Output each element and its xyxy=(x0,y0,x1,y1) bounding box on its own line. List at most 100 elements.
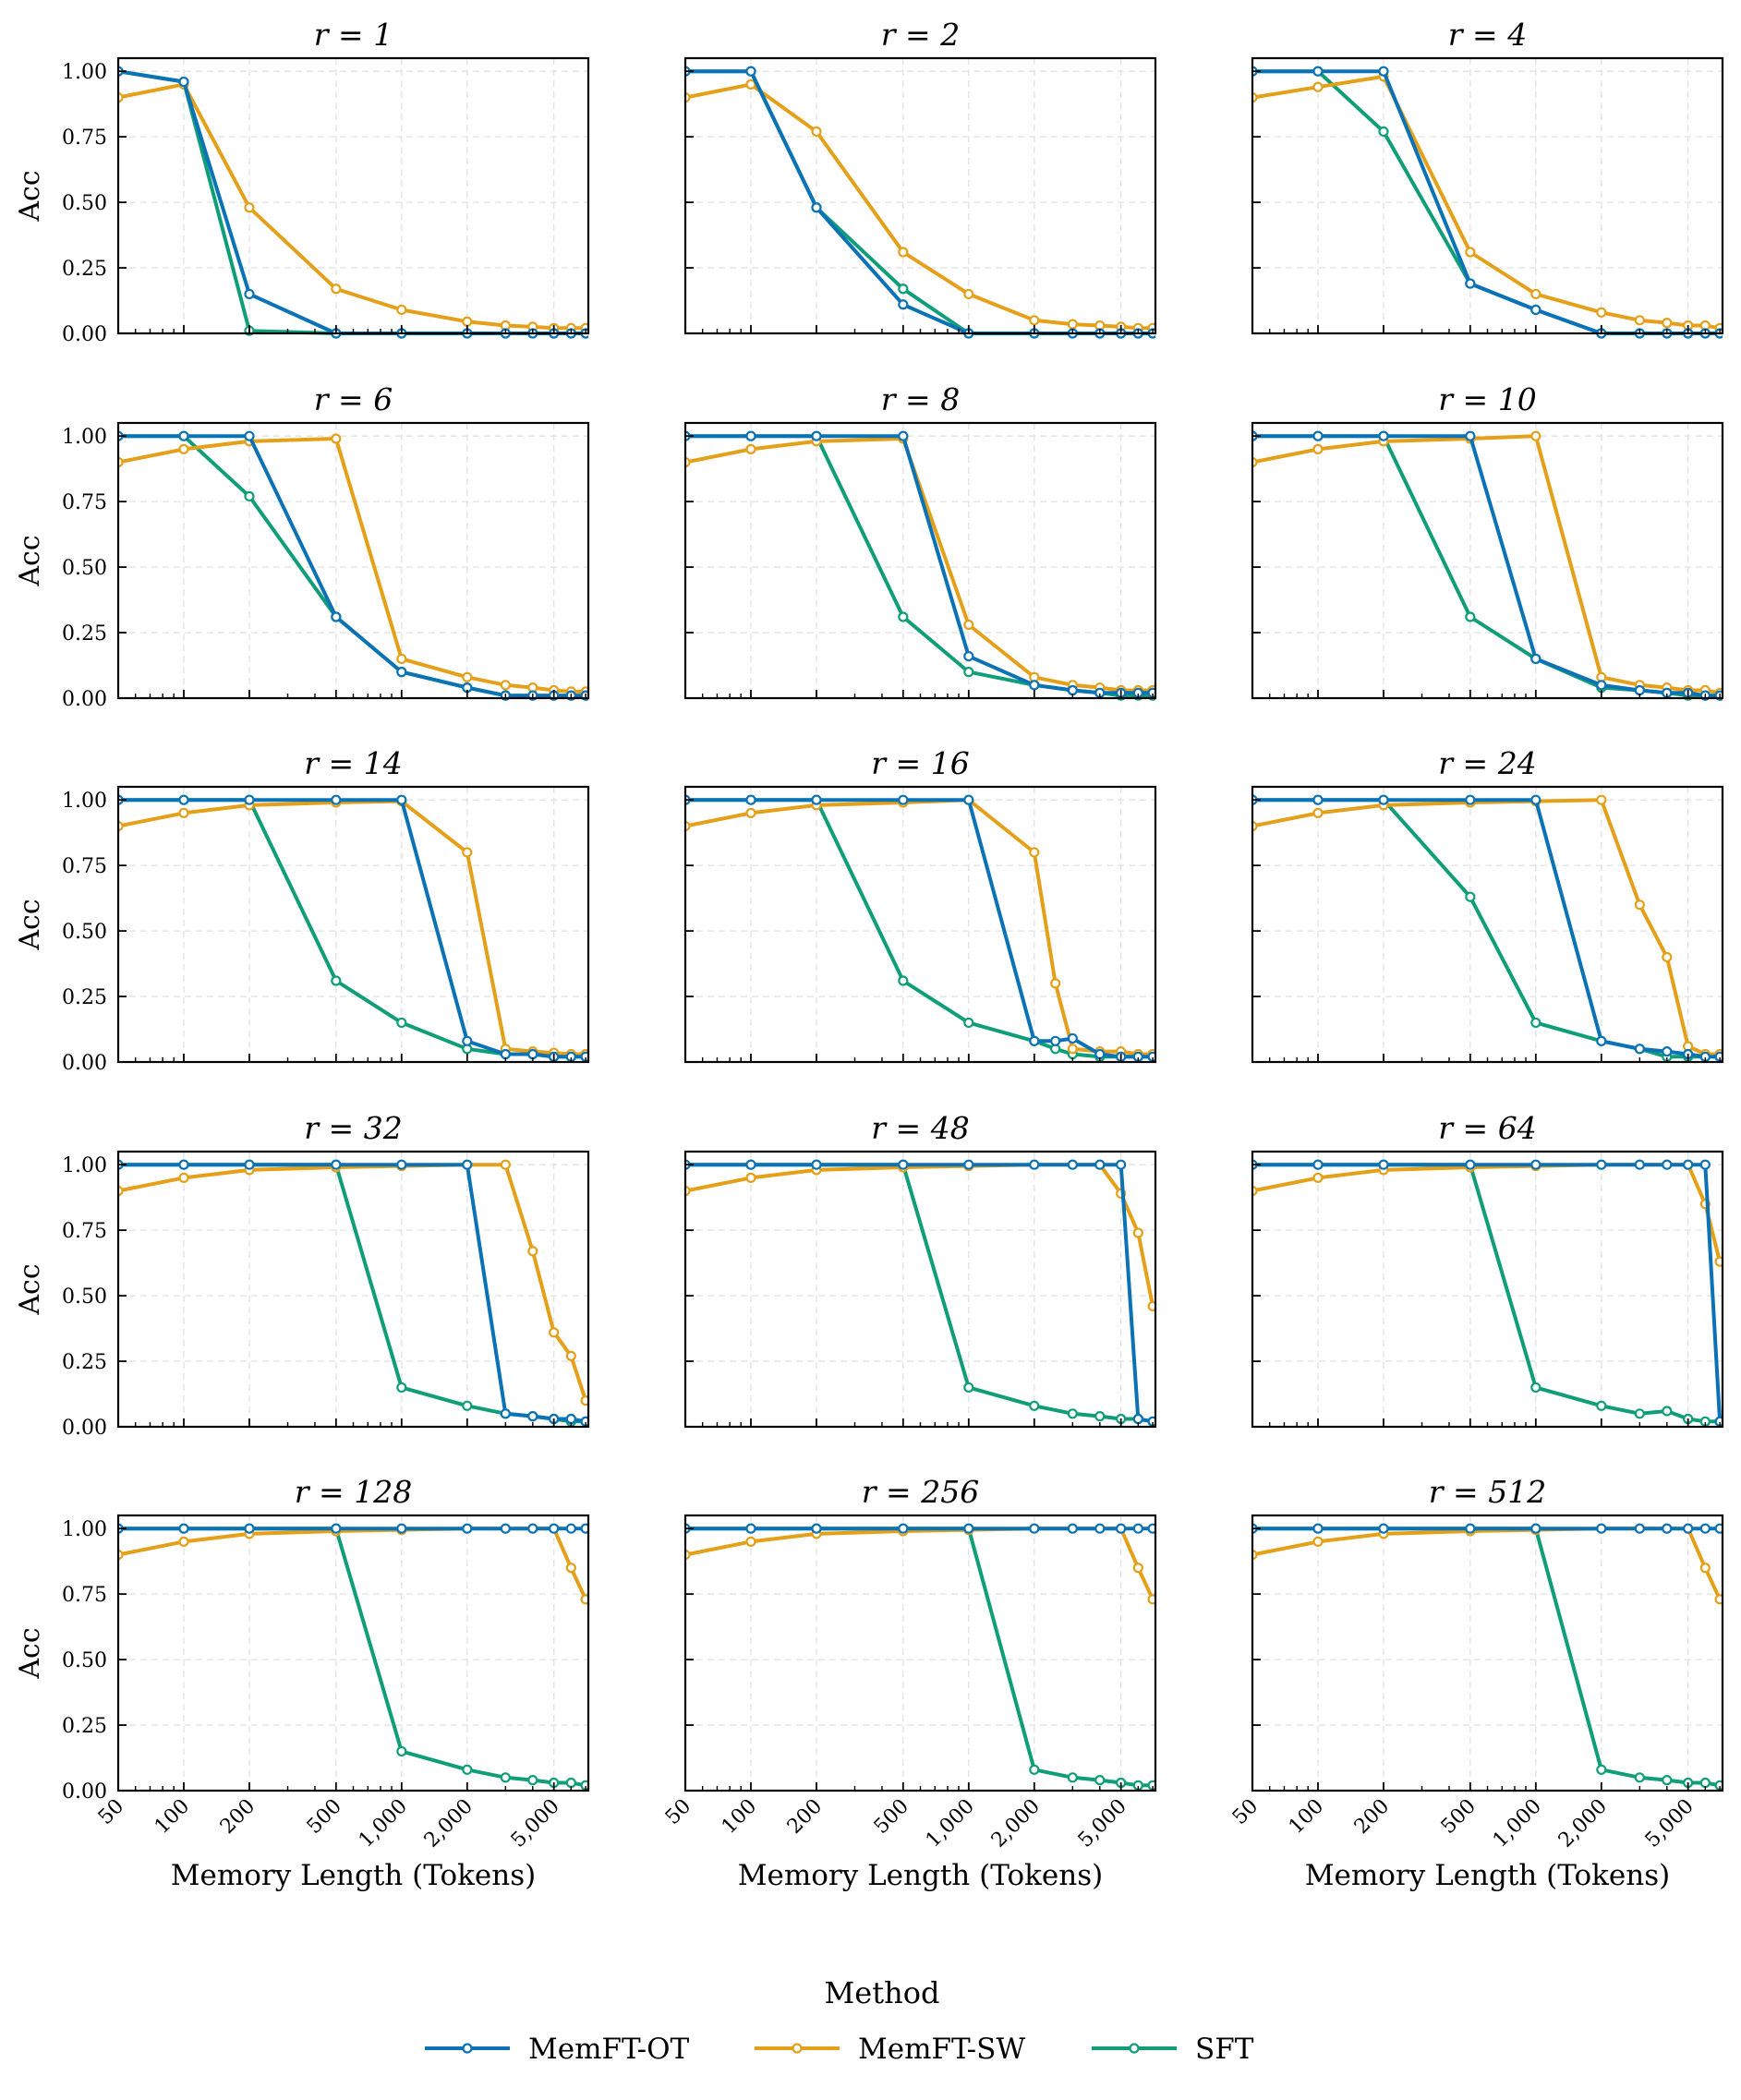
data-point xyxy=(396,1745,407,1757)
data-point xyxy=(331,284,342,295)
data-point xyxy=(963,1523,974,1534)
data-point xyxy=(396,653,407,665)
data-point xyxy=(580,1523,588,1534)
legend-item-memft-sw: MemFT-SW xyxy=(755,2033,1025,2066)
data-point xyxy=(1530,653,1542,665)
data-point xyxy=(549,1523,560,1534)
series-sft xyxy=(685,794,1155,1062)
data-point xyxy=(811,202,822,213)
data-point xyxy=(178,807,189,818)
data-point xyxy=(396,1159,407,1170)
y-tick-label: 0.75 xyxy=(62,1220,107,1243)
series-memft-sw xyxy=(685,78,1155,333)
series-memft-sw xyxy=(118,433,588,697)
data-point xyxy=(963,794,974,805)
x-axis-label: Memory Length (Tokens) xyxy=(738,1859,1103,1892)
x-tick-label: 50 xyxy=(661,1795,695,1829)
data-point xyxy=(745,443,756,454)
series-line-sft xyxy=(118,434,586,698)
data-point xyxy=(1530,1017,1542,1029)
data-point xyxy=(1596,1523,1607,1534)
data-point xyxy=(1050,978,1061,989)
y-tick-label: 0.00 xyxy=(62,1052,107,1075)
data-point xyxy=(1094,1775,1106,1786)
data-point xyxy=(500,1408,511,1419)
data-point xyxy=(1662,1159,1673,1170)
data-point xyxy=(565,1413,576,1425)
data-point xyxy=(898,1159,909,1170)
data-point xyxy=(462,316,473,327)
series-line-memft-ot xyxy=(685,1163,1154,1424)
plot-frame xyxy=(1251,785,1724,1064)
subplot-5: r = 8 xyxy=(683,381,1157,701)
data-point xyxy=(331,794,342,805)
y-tick-label: 0.75 xyxy=(62,491,107,514)
series-sft xyxy=(685,430,1155,701)
series-memft-sw xyxy=(1252,71,1723,333)
series-line-memft-ot xyxy=(685,798,1154,1059)
data-point xyxy=(462,671,473,682)
data-point xyxy=(1378,126,1389,138)
data-point xyxy=(898,247,909,258)
subplot-9: r = 24 xyxy=(1251,745,1724,1064)
data-point xyxy=(1634,899,1645,911)
data-point xyxy=(1714,1256,1723,1267)
series-line-memft-ot xyxy=(118,1163,586,1424)
series-memft-sw xyxy=(685,794,1155,1060)
data-point xyxy=(178,443,189,454)
legend-label: SFT xyxy=(1195,2033,1254,2066)
y-axis-label: Acc xyxy=(14,899,46,950)
data-point xyxy=(685,456,691,468)
data-point xyxy=(1312,443,1324,454)
data-point xyxy=(1634,315,1645,326)
data-point xyxy=(1312,81,1324,92)
data-point xyxy=(1465,1523,1476,1534)
data-point xyxy=(118,820,124,832)
data-point xyxy=(745,1159,756,1170)
series-sft xyxy=(118,1523,588,1791)
series-line-memft-ot xyxy=(1252,434,1721,698)
data-point xyxy=(396,794,407,805)
data-point xyxy=(1312,794,1324,805)
subplot-6: r = 10 xyxy=(1251,381,1724,701)
y-tick-label: 0.50 xyxy=(62,1649,107,1672)
data-point xyxy=(1252,91,1258,103)
data-point xyxy=(565,1523,576,1534)
series-line-sft xyxy=(685,434,1154,698)
y-tick-label: 0.25 xyxy=(62,1351,107,1374)
data-point xyxy=(1094,1411,1106,1422)
data-point xyxy=(745,1523,756,1534)
x-tick-label: 2,000 xyxy=(1554,1795,1612,1853)
series-memft-sw xyxy=(685,433,1155,696)
data-point xyxy=(745,1536,756,1547)
data-point xyxy=(1116,1523,1127,1534)
plot-frame xyxy=(116,421,590,700)
subplot-10: 0.00 0.25 0.50 0.75 1.00 Acc r = 32 xyxy=(14,1110,590,1440)
data-point xyxy=(500,1159,511,1170)
data-point xyxy=(178,1159,189,1170)
data-point xyxy=(527,1775,538,1786)
series-line-memft-ot xyxy=(685,434,1154,695)
y-tick-label: 0.50 xyxy=(62,921,107,944)
x-tick-label: 5,000 xyxy=(1641,1795,1699,1853)
subplot-7: 0.00 0.25 0.50 0.75 1.00 Acc r = 14 xyxy=(14,745,590,1075)
series-memft-sw xyxy=(1252,1523,1723,1605)
data-point xyxy=(462,1035,473,1046)
data-point xyxy=(811,126,822,138)
y-axis-label: Acc xyxy=(14,170,46,222)
data-point xyxy=(1465,278,1476,289)
data-point xyxy=(1530,288,1542,300)
data-point xyxy=(527,1246,538,1257)
series-line-memft-sw xyxy=(118,437,586,694)
x-tick-label: 1,000 xyxy=(1489,1795,1546,1853)
data-point xyxy=(1252,1185,1258,1197)
y-tick-label: 0.75 xyxy=(62,855,107,878)
data-point xyxy=(1029,1764,1040,1775)
data-point xyxy=(118,1549,124,1561)
data-point xyxy=(1662,1523,1673,1534)
subplot-11: r = 48 xyxy=(683,1110,1157,1429)
y-tick-label: 1.00 xyxy=(62,426,107,449)
data-point xyxy=(1094,1159,1106,1170)
